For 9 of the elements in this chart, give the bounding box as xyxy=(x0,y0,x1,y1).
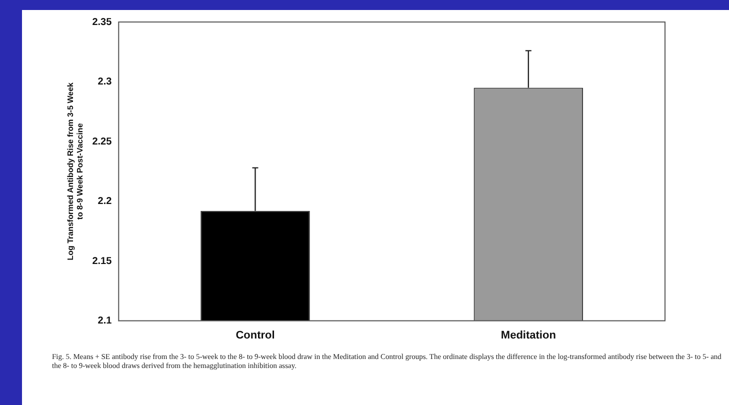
y-tick-label: 2.35 xyxy=(92,16,112,28)
y-tick-label: 2.2 xyxy=(98,196,112,208)
y-tick-label: 2.25 xyxy=(92,136,112,148)
y-tick-label: 2.1 xyxy=(98,316,112,327)
y-tick-label: 2.3 xyxy=(98,76,112,88)
y-tick-label: 2.15 xyxy=(92,256,112,267)
x-tick-label: Control xyxy=(236,329,275,342)
y-axis-title: Log Transformed Antibody Rise from 3-5 Week to 8-9 Week Post-Vaccine xyxy=(66,82,85,260)
x-tick-label: Meditation xyxy=(500,329,556,342)
